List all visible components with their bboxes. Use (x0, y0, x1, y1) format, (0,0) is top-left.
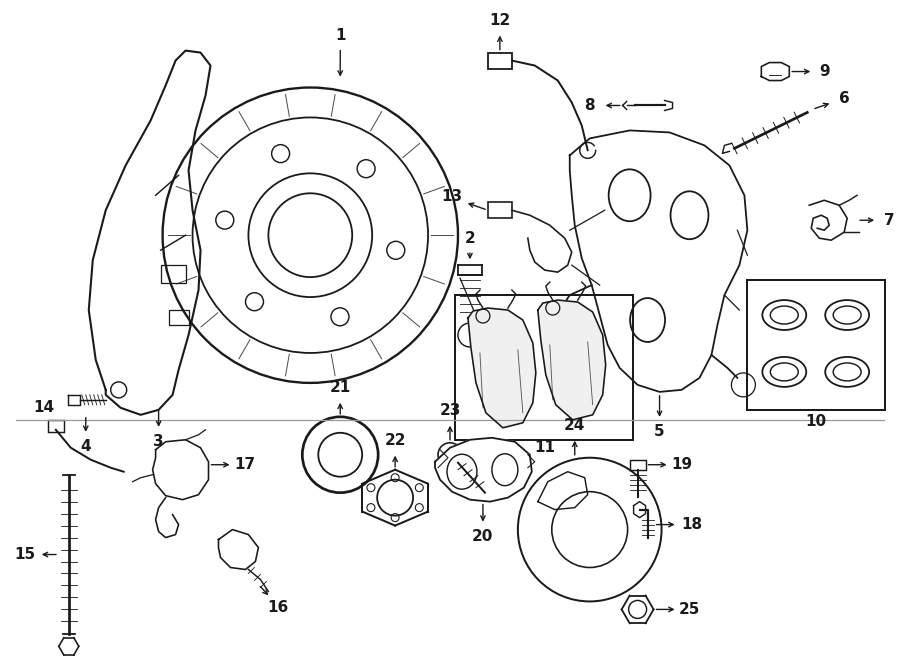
Bar (160, 265, 185, 283)
Bar (48, 420, 64, 432)
Text: 8: 8 (584, 98, 595, 113)
Bar (488, 53, 512, 69)
Text: 9: 9 (819, 64, 830, 79)
Text: 15: 15 (14, 547, 35, 562)
Text: 24: 24 (564, 418, 585, 434)
Bar (168, 310, 189, 325)
Text: 23: 23 (439, 403, 461, 418)
Text: 16: 16 (267, 600, 289, 615)
Text: 20: 20 (472, 529, 493, 544)
Text: 17: 17 (234, 457, 255, 472)
Text: 22: 22 (384, 433, 406, 448)
Text: 3: 3 (153, 434, 164, 449)
Polygon shape (538, 300, 606, 420)
Text: 10: 10 (806, 414, 827, 429)
Polygon shape (468, 308, 536, 428)
Polygon shape (435, 438, 532, 502)
Text: 12: 12 (490, 13, 510, 28)
Text: 19: 19 (671, 457, 692, 472)
Text: 1: 1 (335, 28, 346, 43)
Text: 11: 11 (535, 440, 555, 455)
Text: 2: 2 (464, 231, 475, 246)
Text: 14: 14 (33, 401, 54, 415)
Bar (455, 295, 633, 440)
Text: 13: 13 (441, 189, 463, 204)
Text: 7: 7 (884, 213, 895, 228)
Text: 5: 5 (654, 424, 665, 440)
Text: 21: 21 (329, 380, 351, 395)
Text: 18: 18 (681, 517, 702, 532)
Text: 25: 25 (679, 602, 700, 617)
Text: 4: 4 (80, 440, 91, 454)
Bar (747, 280, 885, 410)
Bar (488, 202, 512, 218)
Text: 6: 6 (839, 91, 850, 106)
